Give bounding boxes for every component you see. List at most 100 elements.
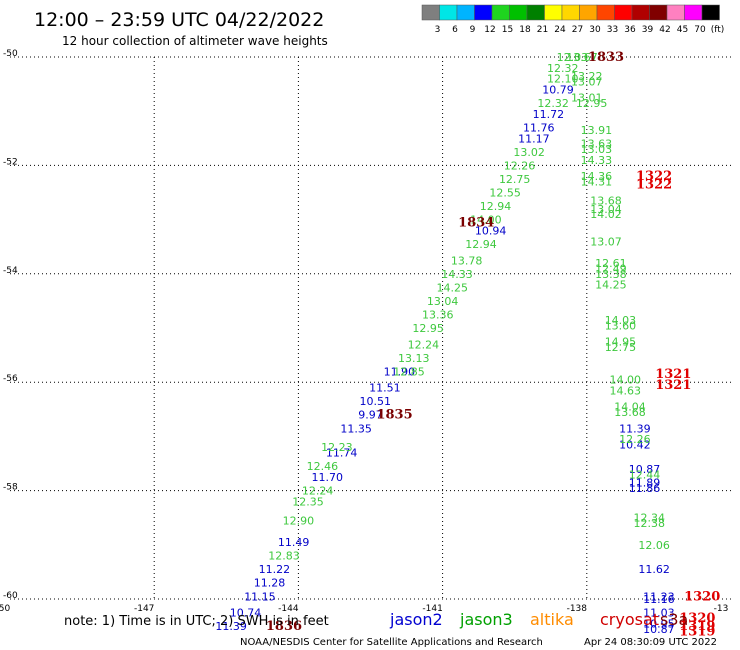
jason2-data-label: 11.23	[643, 590, 675, 603]
colorbar-swatch	[439, 4, 458, 21]
colorbar-swatch	[684, 4, 703, 21]
colorbar-swatch	[701, 4, 720, 21]
jason3-data-label: 12.24	[302, 485, 334, 498]
page-subtitle: 12 hour collection of altimeter wave hei…	[62, 34, 328, 48]
jason2-data-label: 11.49	[278, 536, 310, 549]
jason2-data-label: 10.87	[629, 463, 661, 476]
jason2-data-label: 10.74	[230, 607, 262, 620]
jason3-data-label: 13.22	[571, 70, 603, 83]
jason3-data-label: 14.03	[605, 314, 637, 327]
jason2-data-label: 11.16	[643, 593, 675, 606]
y-tick-label: -56	[3, 374, 18, 384]
colorbar-tick-label: 6	[452, 25, 458, 35]
jason3-data-label: 13.02	[513, 146, 545, 159]
jason3-data-label: 12.75	[499, 173, 531, 186]
jason2-data-label: 11.74	[326, 447, 358, 460]
legend-altika: altika	[530, 610, 574, 629]
colorbar-tick-label: 30	[589, 25, 601, 35]
colorbar-tick-label: 12	[484, 25, 495, 35]
colorbar-swatch	[491, 4, 510, 21]
footer-note: note: 1) Time is in UTC; 2) SWH is in fe…	[64, 614, 329, 629]
y-tick-label: -52	[3, 157, 18, 167]
colorbar-tick-label: 18	[519, 25, 531, 35]
legend-jason3: jason3	[459, 610, 513, 629]
cryosat-data-label: 1319	[679, 619, 715, 634]
cryosat-data-label: 1321	[655, 367, 691, 382]
jason3-data-label: 13.03	[581, 143, 613, 156]
jason3-data-label: 13.60	[605, 319, 637, 332]
colorbar-swatch	[509, 4, 528, 21]
y-tick-label: -60	[3, 591, 18, 601]
footer-timestamp: Apr 24 08:30:09 UTC 2022	[584, 637, 717, 648]
jason3-data-label: 12.34	[634, 512, 666, 525]
jason3-data-label: 12.94	[480, 200, 512, 213]
cryosat-data-label: 1320	[679, 611, 715, 626]
jason2-data-label: 10.95	[643, 617, 675, 630]
x-tick-label: -13	[714, 604, 729, 614]
colorbar-tick-label: 21	[537, 25, 548, 35]
colorbar-tick-label: 24	[554, 25, 566, 35]
s3a-data-label: 1836	[266, 619, 302, 634]
x-tick-label: -144	[278, 604, 299, 614]
jason3-data-label: 12.24	[408, 338, 440, 351]
s3a-data-label: 1834	[458, 215, 494, 230]
jason3-data-label: 13.36	[422, 308, 454, 321]
footer-credit: NOAA/NESDIS Center for Satellite Applica…	[240, 637, 543, 648]
jason2-data-label: 11.03	[643, 607, 675, 620]
jason3-data-label: 13.67	[566, 51, 598, 64]
jason3-data-label: 14.25	[436, 281, 468, 294]
jason2-data-label: 11.51	[369, 382, 401, 395]
jason3-data-label: 14.63	[610, 384, 642, 397]
jason3-data-label: 14.25	[595, 279, 627, 292]
jason2-data-label: 11.89	[629, 476, 661, 489]
jason3-data-label: 14.31	[581, 176, 613, 189]
y-tick-label: -58	[3, 483, 18, 493]
colorbar-swatch	[579, 4, 598, 21]
jason2-data-label: 11.15	[244, 590, 276, 603]
jason3-data-label: 12.46	[307, 460, 339, 473]
jason2-data-label: 11.76	[523, 121, 555, 134]
jason3-data-label: 12.94	[465, 238, 497, 251]
colorbar-swatch	[526, 4, 545, 21]
jason2-data-label: 11.22	[259, 563, 291, 576]
colorbar-swatch	[649, 4, 668, 21]
jason3-data-label: 13.07	[571, 75, 603, 88]
jason3-data-label: 13.04	[427, 295, 459, 308]
cryosat-data-label: 1320	[684, 589, 720, 604]
jason3-data-label: 12.35	[292, 495, 324, 508]
y-tick-label: -54	[3, 266, 18, 276]
colorbar-swatch	[544, 4, 563, 21]
jason3-data-label: 14.95	[605, 336, 637, 349]
cryosat-data-label: 1319	[679, 625, 715, 640]
jason2-data-label: 11.39	[215, 620, 247, 633]
x-tick-label: -150	[0, 604, 10, 614]
jason3-data-label: 12.49	[595, 262, 627, 275]
colorbar-tick-label: 39	[642, 25, 654, 35]
jason3-data-label: 12.61	[595, 257, 627, 270]
jason2-data-label: 10.94	[475, 224, 507, 237]
colorbar-swatch	[421, 4, 440, 21]
jason2-data-label: 10.42	[619, 439, 651, 452]
jason3-data-label: 13.68	[590, 195, 622, 208]
jason3-data-label: 13.91	[581, 124, 613, 137]
cryosat-data-label: 1322	[636, 177, 672, 192]
jason2-data-label: 11.62	[638, 563, 670, 576]
colorbar-tick-label: 15	[502, 25, 513, 35]
jason3-data-label: 12.44	[629, 468, 661, 481]
jason2-data-label: 11.39	[619, 422, 651, 435]
jason3-data-label: 12.75	[605, 341, 637, 354]
jason2-data-label: 11.72	[533, 108, 565, 121]
jason3-data-label: 13.01	[571, 92, 603, 105]
jason3-data-label: 14.36	[581, 170, 613, 183]
jason3-data-label: 14.04	[614, 401, 646, 414]
jason3-data-label: 12.32	[537, 97, 569, 110]
jason3-data-label: 12.26	[504, 159, 536, 172]
s3a-data-label: 1833	[588, 50, 624, 65]
jason3-data-label: 13.07	[590, 235, 622, 248]
colorbar-tick-label: 27	[572, 25, 583, 35]
colorbar-swatch	[456, 4, 475, 21]
jason3-data-label: 12.95	[412, 322, 444, 335]
jason3-data-label: 12.95	[576, 97, 608, 110]
jason3-data-label: 12.06	[638, 539, 670, 552]
jason3-data-label: 14.00	[610, 373, 642, 386]
